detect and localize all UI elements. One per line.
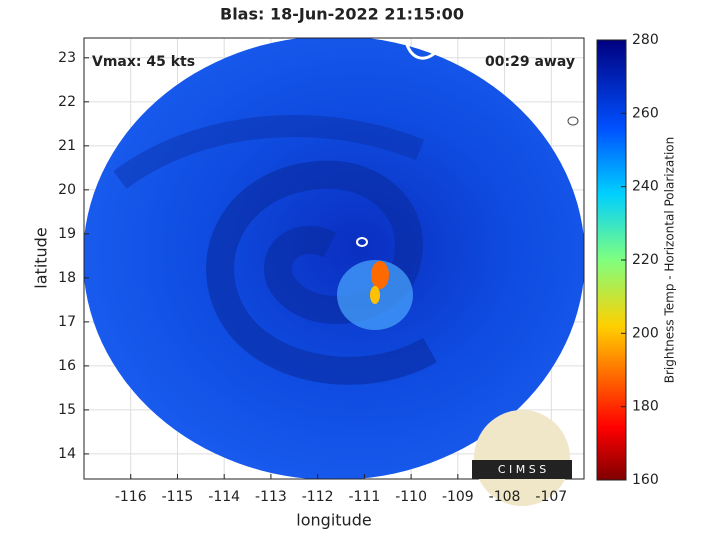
colorbar-tick-label: 180 xyxy=(632,399,659,415)
island xyxy=(567,116,579,126)
y-tick-label: 23 xyxy=(58,50,76,66)
colorbar-tick-label: 160 xyxy=(632,472,659,488)
y-tick-label: 20 xyxy=(58,182,76,198)
x-tick-label: -114 xyxy=(208,489,240,505)
spiral-band xyxy=(206,160,437,385)
y-tick-label: 16 xyxy=(58,358,76,374)
satellite-image xyxy=(84,38,584,479)
spiral-band xyxy=(113,115,425,189)
y-tick-label: 22 xyxy=(58,94,76,110)
plot-frame xyxy=(83,37,585,480)
y-tick-label: 15 xyxy=(58,402,76,418)
x-tick-label: -108 xyxy=(489,489,521,505)
colorbar-tick-label: 280 xyxy=(632,32,659,48)
x-tick-label: -109 xyxy=(442,489,474,505)
x-tick-label: -111 xyxy=(348,489,380,505)
x-tick-label: -112 xyxy=(302,489,334,505)
colorbar-tick-label: 260 xyxy=(632,105,659,121)
swath xyxy=(84,38,584,479)
x-tick-label: -116 xyxy=(115,489,147,505)
annotation: 00:29 away xyxy=(485,54,575,70)
y-tick-label: 18 xyxy=(58,270,76,286)
colorbar-tick-label: 200 xyxy=(632,325,659,341)
y-tick-label: 21 xyxy=(58,138,76,154)
x-tick-label: -115 xyxy=(162,489,194,505)
convection-core xyxy=(370,286,380,304)
y-tick-label: 17 xyxy=(58,314,76,330)
colorbar-tick-label: 220 xyxy=(632,252,659,268)
y-tick-label: 19 xyxy=(58,226,76,242)
coastline xyxy=(403,38,442,60)
logo: C I M S S xyxy=(472,410,572,506)
annotation: Vmax: 45 kts xyxy=(92,54,195,70)
island xyxy=(356,237,368,247)
chart-title: Blas: 18-Jun-2022 21:15:00 xyxy=(220,5,464,24)
logo-text: C I M S S xyxy=(498,463,546,476)
colorbar-label: Brightness Temp - Horizontal Polarizatio… xyxy=(663,137,677,384)
colorbar-tick-label: 240 xyxy=(632,179,659,195)
logo-band xyxy=(472,460,572,479)
y-tick-label: 14 xyxy=(58,446,76,462)
convection-core xyxy=(371,261,389,289)
x-tick-label: -110 xyxy=(395,489,427,505)
x-axis-label: longitude xyxy=(296,511,371,530)
x-tick-label: -113 xyxy=(255,489,287,505)
x-tick-label: -107 xyxy=(535,489,567,505)
y-axis-label: latitude xyxy=(32,227,51,288)
logo-disk xyxy=(474,410,570,506)
